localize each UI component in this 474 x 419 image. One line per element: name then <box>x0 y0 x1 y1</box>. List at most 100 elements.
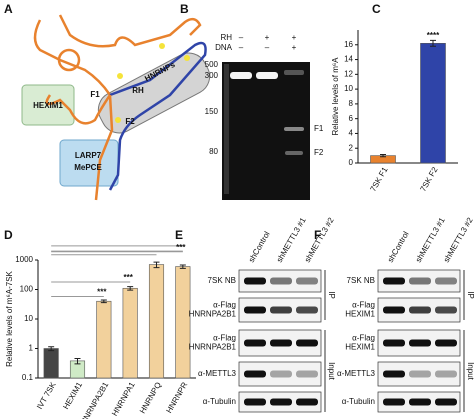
blot-band <box>409 306 431 314</box>
y-tick-label: 0 <box>349 158 354 167</box>
blot-band <box>435 306 457 314</box>
column-label: shMETTL3 #2 <box>442 216 474 264</box>
side-label: Input <box>327 362 336 381</box>
blot-band <box>409 339 431 347</box>
blot-band <box>383 339 405 347</box>
blot-band <box>296 370 318 378</box>
error-bar <box>179 264 186 269</box>
condition-sign: + <box>265 33 270 42</box>
error-bar <box>430 39 436 47</box>
blot-band <box>435 398 457 406</box>
blot-band <box>296 398 318 406</box>
annotation: *** <box>123 273 133 282</box>
y-tick-label: 1 <box>29 344 34 353</box>
diagram-label: MePCE <box>74 163 102 172</box>
x-tick-label: HEXIM1 <box>61 380 84 411</box>
error-bar <box>48 346 55 352</box>
blot-band <box>270 339 292 347</box>
x-tick-label: HNRNPA2B1 <box>79 380 111 419</box>
bar <box>43 348 59 379</box>
x-tick-label: IVT 7SK <box>35 380 58 411</box>
column-label: shControl <box>386 230 411 264</box>
blot-band <box>383 306 405 314</box>
panel-label: A <box>4 2 13 16</box>
blot-band <box>383 370 405 378</box>
row-label: α-METTL3 <box>198 369 237 378</box>
blot-band <box>270 277 292 285</box>
row-label: α-Flag <box>213 301 236 310</box>
column-label: shControl <box>247 230 272 264</box>
y-tick-label: 10 <box>24 314 33 323</box>
panel-label: F <box>314 228 321 242</box>
annotation: **** <box>427 31 440 40</box>
blot-band <box>409 277 431 285</box>
blot-band <box>244 398 266 406</box>
blot-band <box>296 339 318 347</box>
column-label: shMETTL3 #1 <box>275 216 308 264</box>
row-label: α-METTL3 <box>337 369 376 378</box>
y-tick-label: 2 <box>349 143 354 152</box>
y-tick-label: 6 <box>349 114 354 123</box>
bar <box>96 300 112 379</box>
y-tick-label: 100 <box>20 285 34 294</box>
panel-label: B <box>180 2 189 16</box>
blot-band <box>296 277 318 285</box>
y-tick-label: 4 <box>349 129 354 138</box>
x-tick-label: HNRNPQ <box>138 381 163 416</box>
x-tick-label: HNRNPA1 <box>110 380 137 418</box>
blot-band <box>409 398 431 406</box>
ladder-label: 500 <box>205 60 219 69</box>
panel-a-diagram <box>21 14 211 201</box>
y-tick-label: 16 <box>344 40 353 49</box>
side-label: IP <box>327 291 336 299</box>
x-tick-label: HNRNPR <box>164 380 189 414</box>
blot-band <box>435 277 457 285</box>
blot-band <box>270 370 292 378</box>
blot-band <box>244 277 266 285</box>
condition-sign: – <box>265 43 270 52</box>
blot-band <box>296 306 318 314</box>
row-label: HEXIM1 <box>345 310 375 319</box>
condition-label: DNA <box>215 43 233 52</box>
row-label: α-Flag <box>352 334 375 343</box>
bar <box>420 42 446 164</box>
y-axis-label: Relative levels of m⁶A <box>331 57 340 136</box>
band-label: F1 <box>314 124 324 133</box>
blot-band <box>244 339 266 347</box>
diagram-label: F1 <box>90 90 100 99</box>
row-label: HNRNPA2B1 <box>189 310 237 319</box>
annotation: *** <box>97 288 107 297</box>
panel-label: E <box>175 228 183 242</box>
y-tick-label: 8 <box>349 99 354 108</box>
blot-band <box>244 306 266 314</box>
error-bar <box>100 299 107 304</box>
condition-sign: – <box>239 33 244 42</box>
diagram-label: HEXIM1 <box>33 101 63 110</box>
panel-label: C <box>372 2 381 16</box>
row-label: α-Tubulin <box>203 397 236 406</box>
row-label: 7SK NB <box>347 276 375 285</box>
condition-sign: + <box>292 43 297 52</box>
ladder-label: 80 <box>209 147 218 156</box>
bar <box>122 287 138 379</box>
diagram-label: RH <box>132 86 144 95</box>
row-label: α-Tubulin <box>342 397 375 406</box>
error-bar <box>380 154 386 158</box>
diagram-label: LARP7 <box>75 151 102 160</box>
panel-label: D <box>4 228 13 242</box>
ladder-label: 300 <box>205 71 219 80</box>
error-bar <box>127 286 134 291</box>
condition-sign: – <box>239 43 244 52</box>
y-tick-label: 12 <box>344 69 353 78</box>
blot-band <box>270 398 292 406</box>
row-label: α-Flag <box>352 301 375 310</box>
x-tick-label: 7SK F1 <box>368 165 389 193</box>
condition-label: RH <box>220 33 232 42</box>
row-label: HEXIM1 <box>345 343 375 352</box>
condition-sign: + <box>292 33 297 42</box>
blot-band <box>383 398 405 406</box>
blot-band <box>383 277 405 285</box>
y-tick-label: 0.1 <box>22 373 34 382</box>
blot-band <box>409 370 431 378</box>
blot-band <box>244 370 266 378</box>
